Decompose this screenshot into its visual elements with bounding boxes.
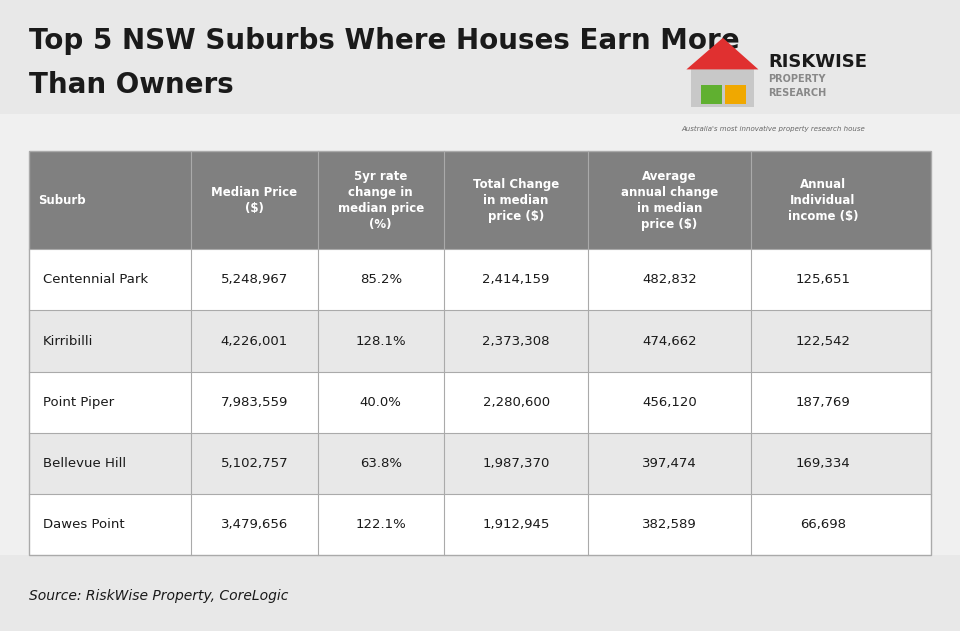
- Text: Top 5 NSW Suburbs Where Houses Earn More: Top 5 NSW Suburbs Where Houses Earn More: [29, 27, 739, 55]
- Text: 382,589: 382,589: [642, 518, 697, 531]
- Text: 5,102,757: 5,102,757: [221, 457, 288, 470]
- Text: 7,983,559: 7,983,559: [221, 396, 288, 409]
- Text: 1,912,945: 1,912,945: [483, 518, 550, 531]
- Text: 169,334: 169,334: [796, 457, 851, 470]
- Text: 5,248,967: 5,248,967: [221, 273, 288, 286]
- Text: 85.2%: 85.2%: [360, 273, 402, 286]
- Text: 125,651: 125,651: [796, 273, 851, 286]
- Text: 397,474: 397,474: [642, 457, 697, 470]
- FancyBboxPatch shape: [701, 85, 722, 104]
- Text: 2,373,308: 2,373,308: [482, 334, 550, 348]
- Polygon shape: [686, 38, 758, 69]
- Text: Annual
Individual
income ($): Annual Individual income ($): [787, 178, 858, 223]
- Text: Centennial Park: Centennial Park: [43, 273, 149, 286]
- Text: Bellevue Hill: Bellevue Hill: [43, 457, 127, 470]
- Text: 122.1%: 122.1%: [355, 518, 406, 531]
- Text: Source: RiskWise Property, CoreLogic: Source: RiskWise Property, CoreLogic: [29, 589, 288, 603]
- Text: 128.1%: 128.1%: [355, 334, 406, 348]
- FancyBboxPatch shape: [29, 372, 931, 433]
- Text: 474,662: 474,662: [642, 334, 697, 348]
- FancyBboxPatch shape: [0, 0, 960, 114]
- Text: 1,987,370: 1,987,370: [483, 457, 550, 470]
- Text: 482,832: 482,832: [642, 273, 697, 286]
- Text: Kirribilli: Kirribilli: [43, 334, 93, 348]
- Text: Total Change
in median
price ($): Total Change in median price ($): [473, 178, 560, 223]
- FancyBboxPatch shape: [29, 151, 931, 249]
- Text: Dawes Point: Dawes Point: [43, 518, 125, 531]
- Text: RISKWISE: RISKWISE: [768, 53, 867, 71]
- Text: 187,769: 187,769: [796, 396, 851, 409]
- Text: RESEARCH: RESEARCH: [768, 88, 827, 98]
- Text: Point Piper: Point Piper: [43, 396, 114, 409]
- Text: Australia's most innovative property research house: Australia's most innovative property res…: [682, 126, 865, 133]
- Text: 3,479,656: 3,479,656: [221, 518, 288, 531]
- Text: 122,542: 122,542: [796, 334, 851, 348]
- FancyBboxPatch shape: [725, 85, 746, 104]
- Polygon shape: [691, 69, 754, 107]
- Text: Average
annual change
in median
price ($): Average annual change in median price ($…: [621, 170, 718, 231]
- Text: Suburb: Suburb: [38, 194, 86, 207]
- FancyBboxPatch shape: [29, 433, 931, 494]
- Text: 4,226,001: 4,226,001: [221, 334, 288, 348]
- FancyBboxPatch shape: [29, 494, 931, 555]
- Text: 63.8%: 63.8%: [360, 457, 401, 470]
- Text: 2,280,600: 2,280,600: [483, 396, 550, 409]
- FancyBboxPatch shape: [29, 310, 931, 372]
- FancyBboxPatch shape: [29, 249, 931, 310]
- Text: 456,120: 456,120: [642, 396, 697, 409]
- Text: Than Owners: Than Owners: [29, 71, 233, 99]
- Text: 66,698: 66,698: [800, 518, 846, 531]
- Text: PROPERTY: PROPERTY: [768, 74, 826, 84]
- FancyBboxPatch shape: [0, 555, 960, 631]
- Text: 40.0%: 40.0%: [360, 396, 401, 409]
- Text: 5yr rate
change in
median price
(%): 5yr rate change in median price (%): [338, 170, 424, 231]
- Text: 2,414,159: 2,414,159: [483, 273, 550, 286]
- Text: Median Price
($): Median Price ($): [211, 186, 298, 215]
